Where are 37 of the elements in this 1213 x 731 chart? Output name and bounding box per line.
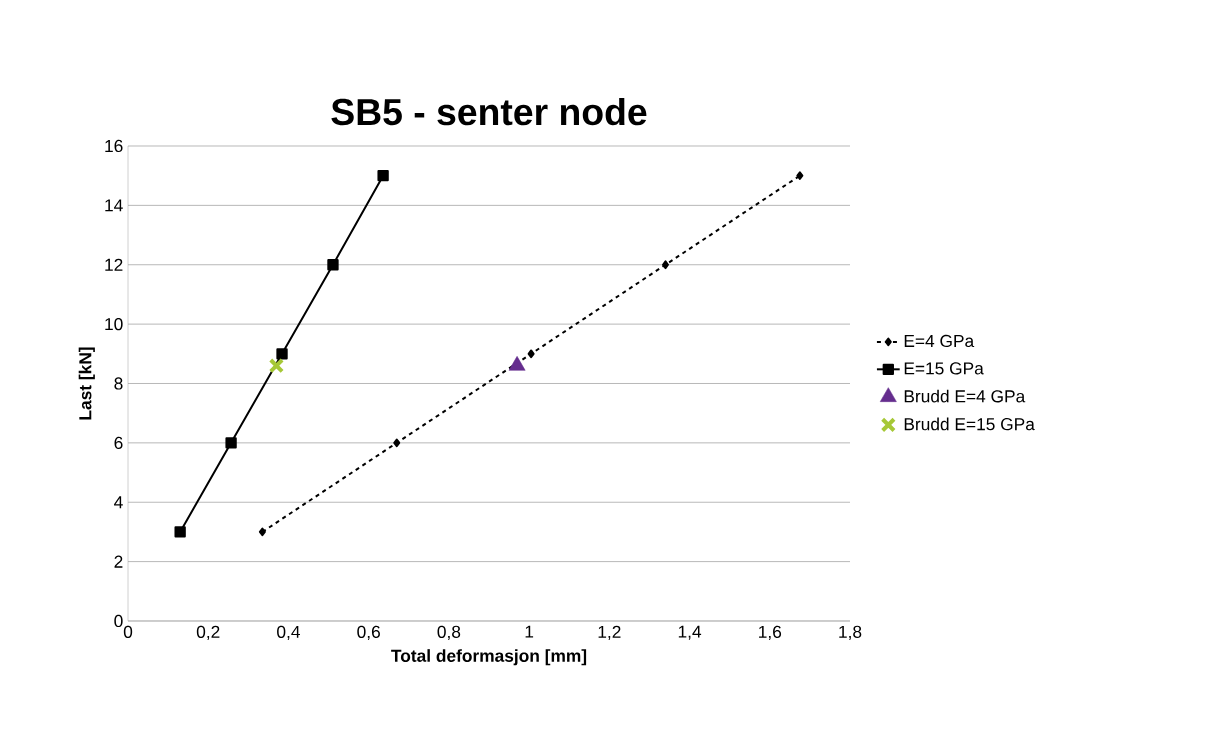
point	[662, 260, 669, 270]
x-tick-label: 0,6	[357, 625, 380, 641]
x-tick-label: 0,4	[277, 625, 300, 641]
point	[327, 259, 339, 271]
point	[527, 349, 535, 359]
point	[225, 437, 237, 449]
y-axis-title: Last [kN]	[78, 347, 95, 420]
point	[796, 171, 804, 181]
y-tick-label: 2	[114, 555, 123, 568]
chart-title: SB5 - senter node	[331, 97, 647, 126]
y-tick-label: 12	[105, 258, 123, 271]
y-tick-label: 10	[105, 317, 123, 331]
x-tick-label: 0,2	[196, 625, 220, 641]
y-tick-label: 0	[114, 614, 123, 628]
legend-label: Brudd E=4 GPa	[904, 389, 1026, 403]
point	[276, 348, 288, 360]
x-tick-label: 1,8	[839, 625, 862, 641]
y-tick-label: 4	[114, 496, 123, 509]
y-tick-label: 14	[105, 199, 123, 212]
x-tick-label: 0	[123, 625, 133, 638]
y-tick-label: 8	[114, 377, 123, 390]
x-tick-label: 1,6	[759, 625, 782, 641]
point	[268, 358, 285, 374]
y-tick-label: 16	[105, 139, 123, 153]
x-tick-label: 0,8	[437, 625, 461, 641]
x-axis-title: Total deformasjon [mm]	[391, 649, 587, 666]
legend-label: E=4 GPa	[904, 334, 975, 348]
legend-label: E=15 GPa	[904, 362, 984, 375]
y-tick-label: 6	[114, 436, 123, 449]
point	[393, 438, 401, 448]
point	[174, 526, 186, 538]
x-tick-label: 1	[525, 625, 534, 638]
x-tick-label: 1,4	[678, 625, 702, 640]
point	[377, 170, 389, 182]
x-tick-label: 1,2	[598, 625, 621, 641]
legend-label: Brudd E=15 GPa	[904, 417, 1035, 431]
point	[258, 527, 266, 537]
